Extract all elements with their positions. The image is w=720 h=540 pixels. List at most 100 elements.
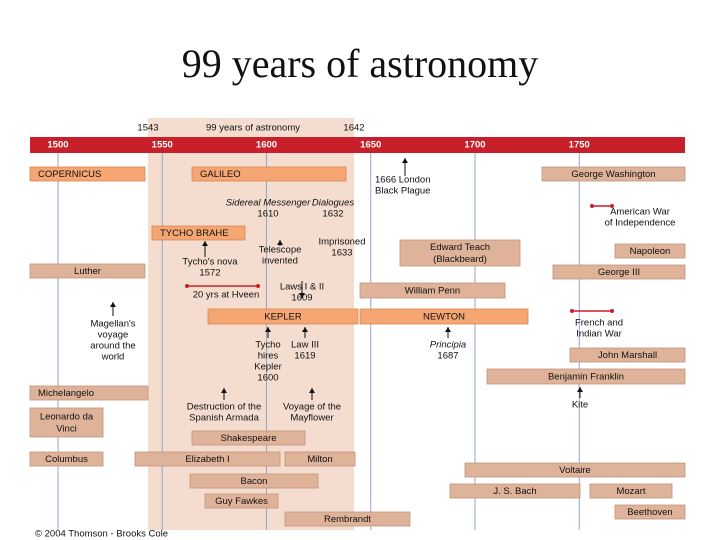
bar-label: John Marshall <box>598 350 657 361</box>
note-text: Kepler <box>254 362 281 373</box>
bar-label: Elizabeth I <box>185 454 229 465</box>
event-end <box>185 284 189 288</box>
bar-label: Guy Fawkes <box>215 496 268 507</box>
copyright: © 2004 Thomson - Brooks Cole <box>35 529 168 540</box>
bar-label: J. S. Bach <box>493 486 536 497</box>
note-text: Destruction of the <box>187 402 261 413</box>
note-text: 1666 London <box>375 175 430 186</box>
note-text: 1632 <box>322 209 343 220</box>
event-end <box>610 204 614 208</box>
life-bar <box>204 493 279 509</box>
bar-label: Leonardo da Vinci <box>40 411 94 434</box>
timeline: COPERNICUS GALILEO George Washington TYCHO … <box>29 158 686 527</box>
bar-label: Shakespeare <box>221 433 277 444</box>
life-bar <box>449 483 581 499</box>
note-text: Law III <box>291 340 319 351</box>
note-text: 20 yrs at Hveen <box>193 290 260 301</box>
bar-label: NEWTON <box>423 312 465 323</box>
life-bar <box>359 308 529 325</box>
arrow-head <box>309 388 315 393</box>
life-bar <box>191 430 306 446</box>
life-bar <box>614 504 686 520</box>
life-bar <box>151 225 246 241</box>
axis-band <box>30 137 685 153</box>
note-text: 1600 <box>257 373 278 384</box>
life-bar <box>284 451 356 467</box>
bar-label: KEPLER <box>264 312 302 323</box>
slide-title: 99 years of astronomy <box>182 41 539 86</box>
arrow-head <box>302 327 308 332</box>
axis-tick-label: 1500 <box>47 140 68 151</box>
life-bar <box>486 368 686 385</box>
note-text: Telescope <box>259 245 302 256</box>
life-bar <box>464 462 686 478</box>
axis-tick-label: 1700 <box>464 140 485 151</box>
arrow-head <box>577 387 583 392</box>
bar-label: Beethoven <box>627 507 672 518</box>
axis-tick-label: 1550 <box>152 140 173 151</box>
note-text: Magellan's <box>90 319 135 330</box>
span-end: 1642 <box>343 123 364 134</box>
life-bar <box>569 347 686 363</box>
event-end <box>610 309 614 313</box>
bar-label: Columbus <box>45 454 88 465</box>
bar-label: Bacon <box>241 476 268 487</box>
note-text: Kite <box>572 400 588 411</box>
life-bar <box>541 166 686 182</box>
life-bar <box>29 407 104 438</box>
life-bar <box>29 263 146 279</box>
life-bar <box>134 451 281 467</box>
bar-label: Luther <box>74 266 101 277</box>
bar-label: George III <box>598 267 640 278</box>
bar-label: Benjamin Franklin <box>548 372 624 383</box>
bar-label: Edward Teach (Blackbeard) <box>430 242 490 265</box>
note-text: Tycho's nova <box>182 257 238 268</box>
life-bar <box>614 243 686 259</box>
bar-label: Rembrandt <box>324 514 371 525</box>
bar-label: Mozart <box>616 486 645 497</box>
arrow-head <box>265 327 271 332</box>
event-end <box>256 284 260 288</box>
note-text: voyage <box>98 330 129 341</box>
note-text: Sidereal Messenger <box>226 198 311 209</box>
note-text: American War <box>610 207 670 218</box>
arrow-head <box>402 158 408 163</box>
life-bar <box>29 451 104 467</box>
life-bar <box>191 166 347 182</box>
bar-label: Michelangelo <box>38 388 94 399</box>
life-bar <box>284 511 411 527</box>
note-text: around the <box>90 341 135 352</box>
bar-label: Voltaire <box>559 465 591 476</box>
axis-tick-label: 1650 <box>360 140 381 151</box>
arrow-head <box>299 293 305 298</box>
life-bar <box>589 483 673 499</box>
bar-label: GALILEO <box>200 169 241 180</box>
axis-tick-label: 1600 <box>256 140 277 151</box>
bar-label: Milton <box>307 454 332 465</box>
note-text: Voyage of the <box>283 402 341 413</box>
arrow-head <box>110 302 116 307</box>
event-end <box>590 204 594 208</box>
note-text: invented <box>262 256 298 267</box>
note-text: hires <box>258 351 279 362</box>
note-text: Spanish Armada <box>189 413 259 424</box>
life-bar <box>189 473 319 489</box>
note-text: Tycho <box>255 340 280 351</box>
note-text: world <box>101 352 125 363</box>
life-bar <box>359 282 506 299</box>
note-text: 1687 <box>437 351 458 362</box>
note-text: French and <box>575 318 623 329</box>
note-text: of Independence <box>605 218 676 229</box>
note-text: 1619 <box>294 351 315 362</box>
arrow-head <box>277 240 283 245</box>
event-end <box>570 309 574 313</box>
arrow-head <box>445 327 451 332</box>
life-bar <box>29 166 146 182</box>
bar-label: William Penn <box>405 286 460 297</box>
arrow-head <box>202 241 208 246</box>
life-bar <box>29 385 149 401</box>
bar-label: COPERNICUS <box>38 169 101 180</box>
bar-label: Napoleon <box>630 246 671 257</box>
note-text: Black Plague <box>375 186 430 197</box>
